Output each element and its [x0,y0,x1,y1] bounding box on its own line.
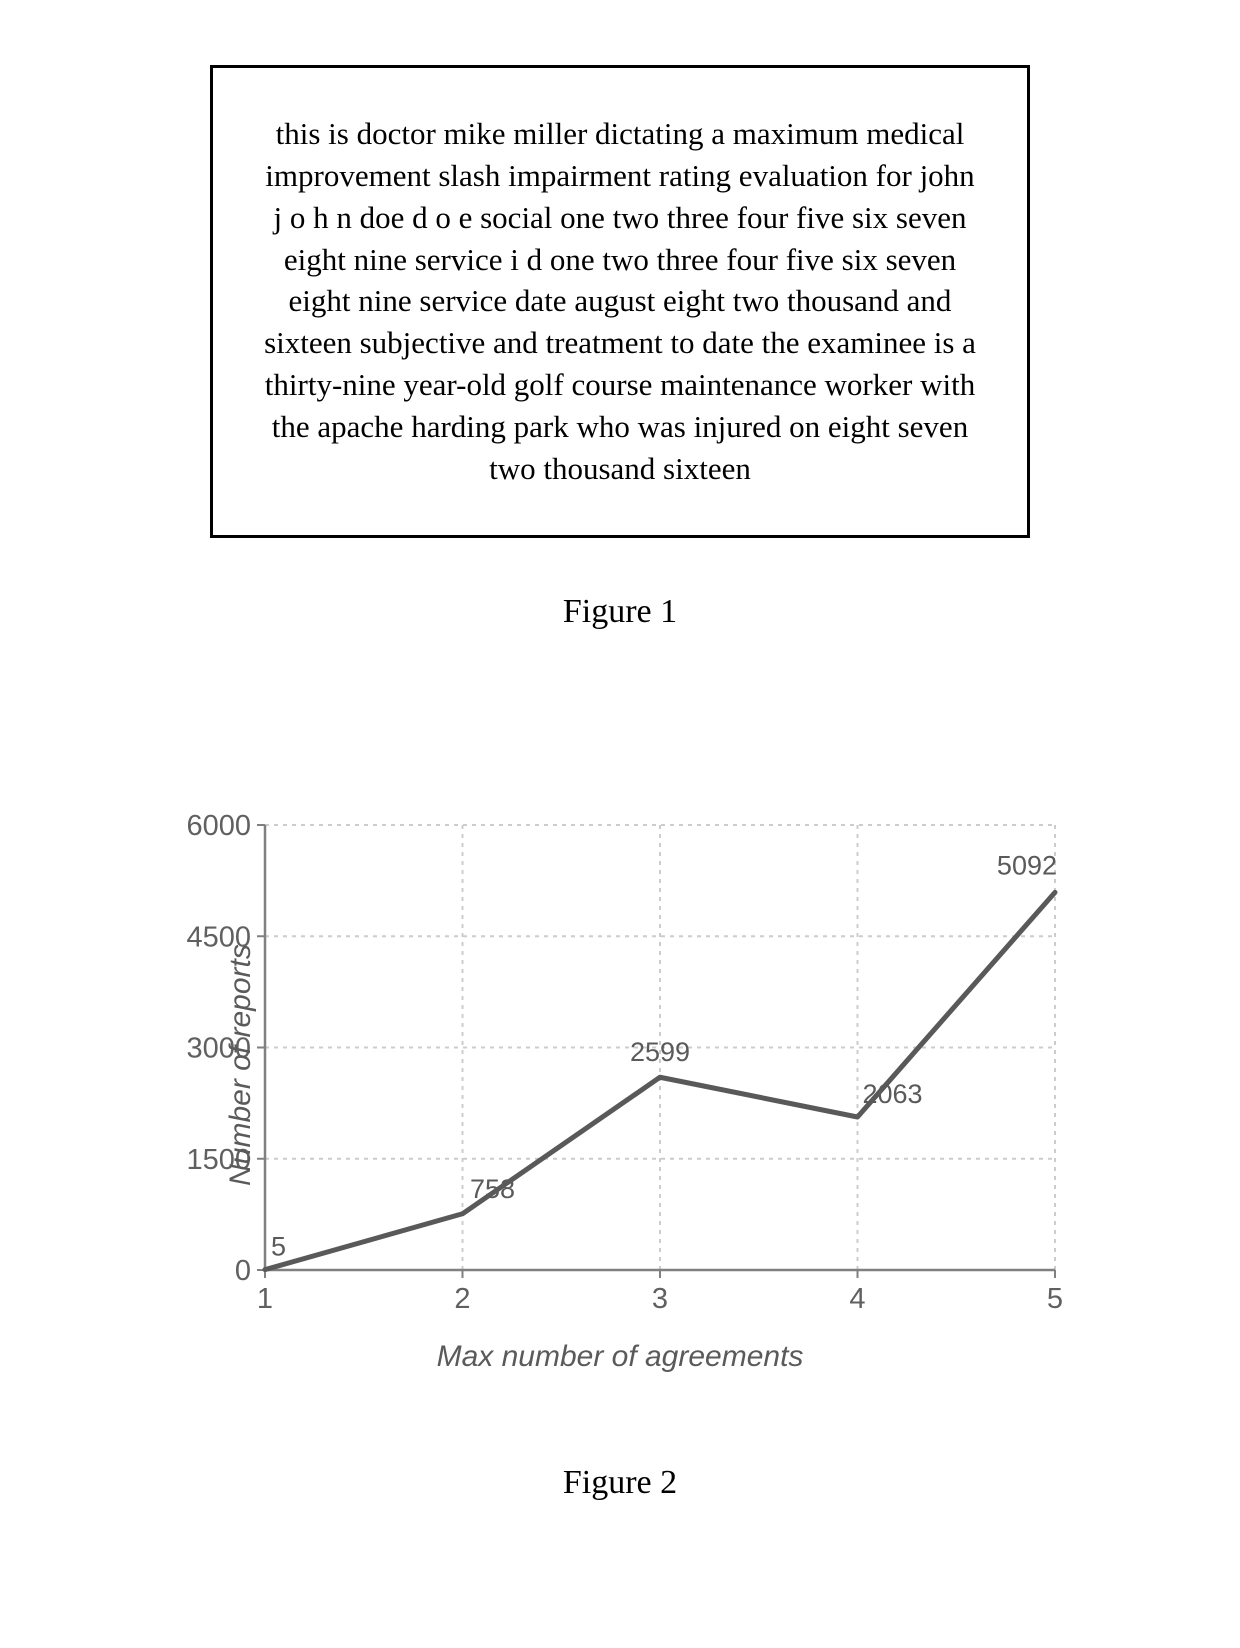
svg-text:2063: 2063 [862,1079,922,1109]
figure-1: this is doctor mike miller dictating a m… [210,65,1030,631]
figure-2-xlabel: Max number of agreements [135,1340,1105,1374]
figure-1-caption: Figure 1 [210,593,1030,631]
figure-1-textbox: this is doctor mike miller dictating a m… [210,65,1030,538]
figure-2-caption: Figure 2 [135,1464,1105,1502]
svg-text:1: 1 [257,1283,273,1315]
svg-text:5: 5 [271,1232,286,1262]
svg-text:2599: 2599 [630,1037,690,1067]
svg-text:758: 758 [470,1174,515,1204]
svg-text:6000: 6000 [186,810,251,842]
figure-2: Number of reports 0150030004500600012345… [135,800,1105,1502]
svg-text:0: 0 [235,1255,251,1287]
figure-2-ylabel: Number of reports [224,944,258,1186]
svg-text:4: 4 [849,1283,865,1315]
svg-text:2: 2 [454,1283,470,1315]
svg-text:5: 5 [1047,1283,1063,1315]
svg-text:3: 3 [652,1283,668,1315]
figure-2-chart: Number of reports 0150030004500600012345… [135,800,1105,1330]
figure-1-text: this is doctor mike miller dictating a m… [264,116,976,486]
svg-text:5092: 5092 [997,850,1057,880]
figure-2-svg: 01500300045006000123455758259920635092 [135,800,1105,1330]
